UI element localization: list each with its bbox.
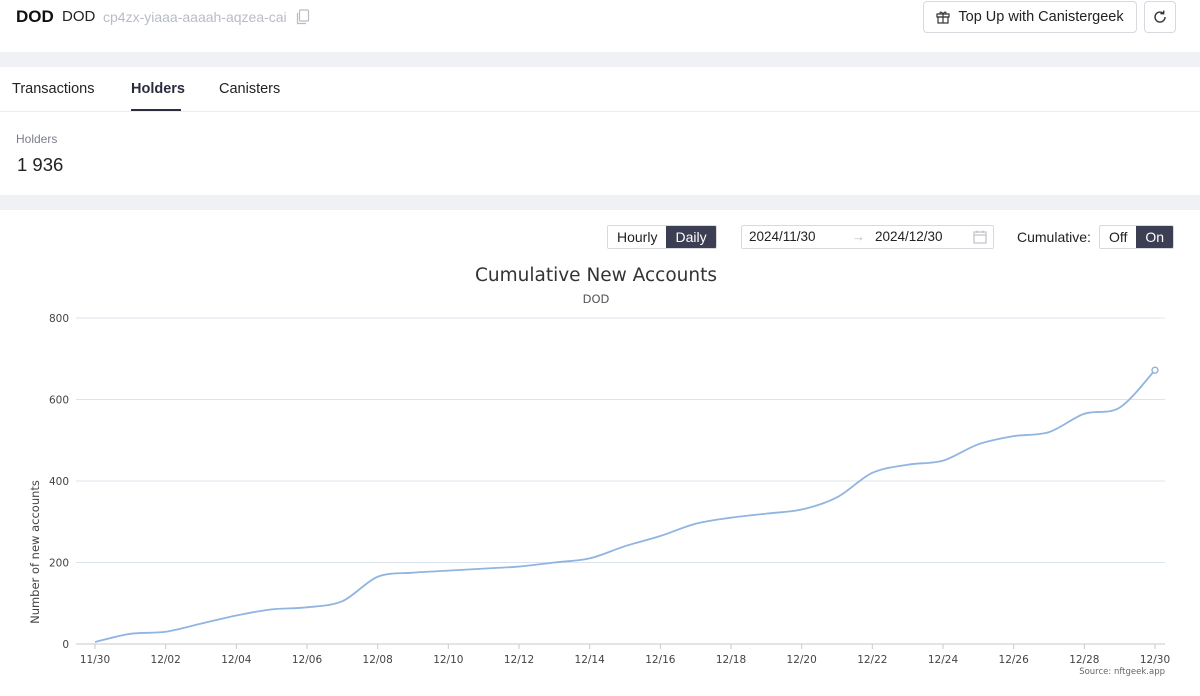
series-line-dod [94,369,1156,643]
y-tick-label: 0 [62,639,69,651]
cumulative-label: Cumulative: [1017,229,1091,245]
copy-icon[interactable] [296,9,310,25]
top-up-label: Top Up with Canistergeek [958,9,1124,25]
x-tick-label: 12/26 [999,654,1030,666]
y-tick-label: 400 [49,476,69,488]
interval-toggle: Hourly Daily [607,225,717,249]
x-tick-label: 12/14 [575,654,606,666]
holders-value: 1 936 [17,154,64,175]
y-tick-label: 800 [49,313,69,325]
canister-id: cp4zx-yiaaa-aaaah-aqzea-cai [103,9,287,25]
x-tick-label: 12/08 [363,654,393,666]
x-tick-label: 12/30 [1140,654,1170,666]
chart-subtitle: DOD [583,292,610,306]
token-name: DOD [62,8,96,25]
refresh-button[interactable] [1144,1,1176,33]
cumulative-accounts-chart: Cumulative New Accounts DOD Number of ne… [28,265,1170,677]
top-up-button[interactable]: Top Up with Canistergeek [923,1,1137,33]
x-tick-label: 12/24 [928,654,959,666]
tab-canisters[interactable]: Canisters [219,81,281,97]
cumulative-on-button[interactable]: On [1136,226,1174,248]
y-tick-label: 600 [49,395,69,407]
x-tick-label: 12/18 [716,654,746,666]
interval-daily-button[interactable]: Daily [666,226,716,248]
active-tab-indicator [131,109,181,111]
tabs-panel: Transactions Holders Canisters Holders 1… [0,67,1200,195]
top-bar: DOD DOD cp4zx-yiaaa-aaaah-aqzea-cai Top … [0,0,1200,52]
chart-source: Source: nftgeek.app [1079,667,1165,677]
holders-label: Holders [16,132,58,146]
x-tick-label: 12/04 [221,654,252,666]
x-tick-label: 12/06 [292,654,323,666]
tab-holders[interactable]: Holders [131,81,185,97]
x-tick-label: 12/22 [857,654,887,666]
x-tick-label: 12/16 [645,654,676,666]
cumulative-toggle: Off On [1099,225,1175,249]
interval-hourly-button[interactable]: Hourly [608,226,667,248]
last-point-marker[interactable] [1151,366,1159,374]
date-range-picker[interactable]: 2024/11/30 → 2024/12/30 [741,225,994,249]
y-axis-title: Number of new accounts [28,480,42,624]
date-end[interactable]: 2024/12/30 [875,229,943,244]
chart-panel: Hourly Daily 2024/11/30 → 2024/12/30 Cum… [0,210,1200,696]
refresh-icon [1154,10,1166,23]
tab-transactions[interactable]: Transactions [12,81,95,97]
chart-title: Cumulative New Accounts [475,265,717,286]
x-tick-label: 12/28 [1069,654,1099,666]
date-arrow-icon: → [852,229,865,244]
x-tick-label: 12/20 [787,654,817,666]
y-tick-label: 200 [49,558,69,570]
x-tick-label: 12/10 [433,654,463,666]
date-start[interactable]: 2024/11/30 [749,229,816,244]
tab-divider [0,111,1200,112]
gift-icon [936,11,950,24]
token-symbol: DOD [16,7,54,26]
x-tick-label: 12/02 [151,654,181,666]
cumulative-off-button[interactable]: Off [1100,226,1137,248]
calendar-icon [973,230,987,244]
x-tick-label: 12/12 [504,654,534,666]
x-tick-label: 11/30 [80,654,110,666]
